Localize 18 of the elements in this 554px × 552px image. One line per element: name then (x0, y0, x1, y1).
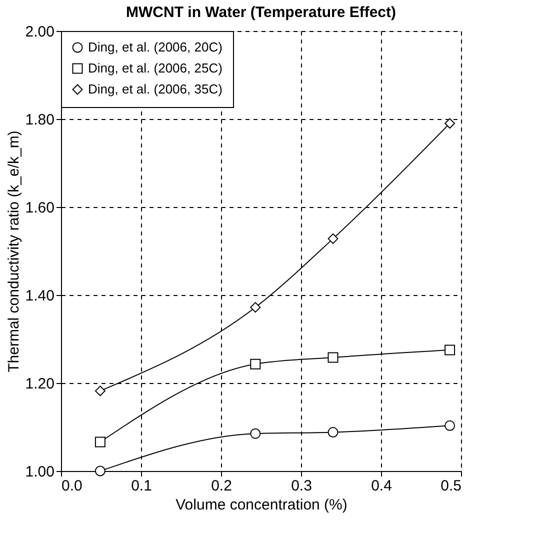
y-tick-label: 2.00 (25, 24, 54, 40)
x-tick-label: 0.2 (211, 478, 232, 494)
chart-title: MWCNT in Water (Temperature Effect) (126, 4, 396, 21)
x-tick-label: 0.4 (371, 478, 392, 494)
x-tick-label: 0.0 (62, 478, 82, 494)
y-tick-label: 1.40 (25, 288, 54, 304)
y-tick-label: 1.80 (25, 112, 54, 128)
x-tick-label: 0.3 (291, 478, 312, 494)
x-tick-label: 0.1 (131, 478, 152, 494)
legend-label: Ding, et al. (2006, 20C) (88, 40, 222, 54)
y-tick-label: 1.00 (25, 464, 54, 480)
legend-label: Ding, et al. (2006, 25C) (88, 60, 222, 76)
y-axis-title: Thermal conductivity ratio (k_e/k_m) (5, 130, 22, 372)
y-tick-label: 1.20 (25, 376, 54, 392)
legend-label: Ding, et al. (2006, 35C) (88, 82, 222, 96)
x-tick-label: 0.5 (440, 478, 462, 494)
x-axis-title: Volume concentration (%) (176, 496, 348, 514)
y-tick-label: 1.60 (25, 200, 54, 216)
